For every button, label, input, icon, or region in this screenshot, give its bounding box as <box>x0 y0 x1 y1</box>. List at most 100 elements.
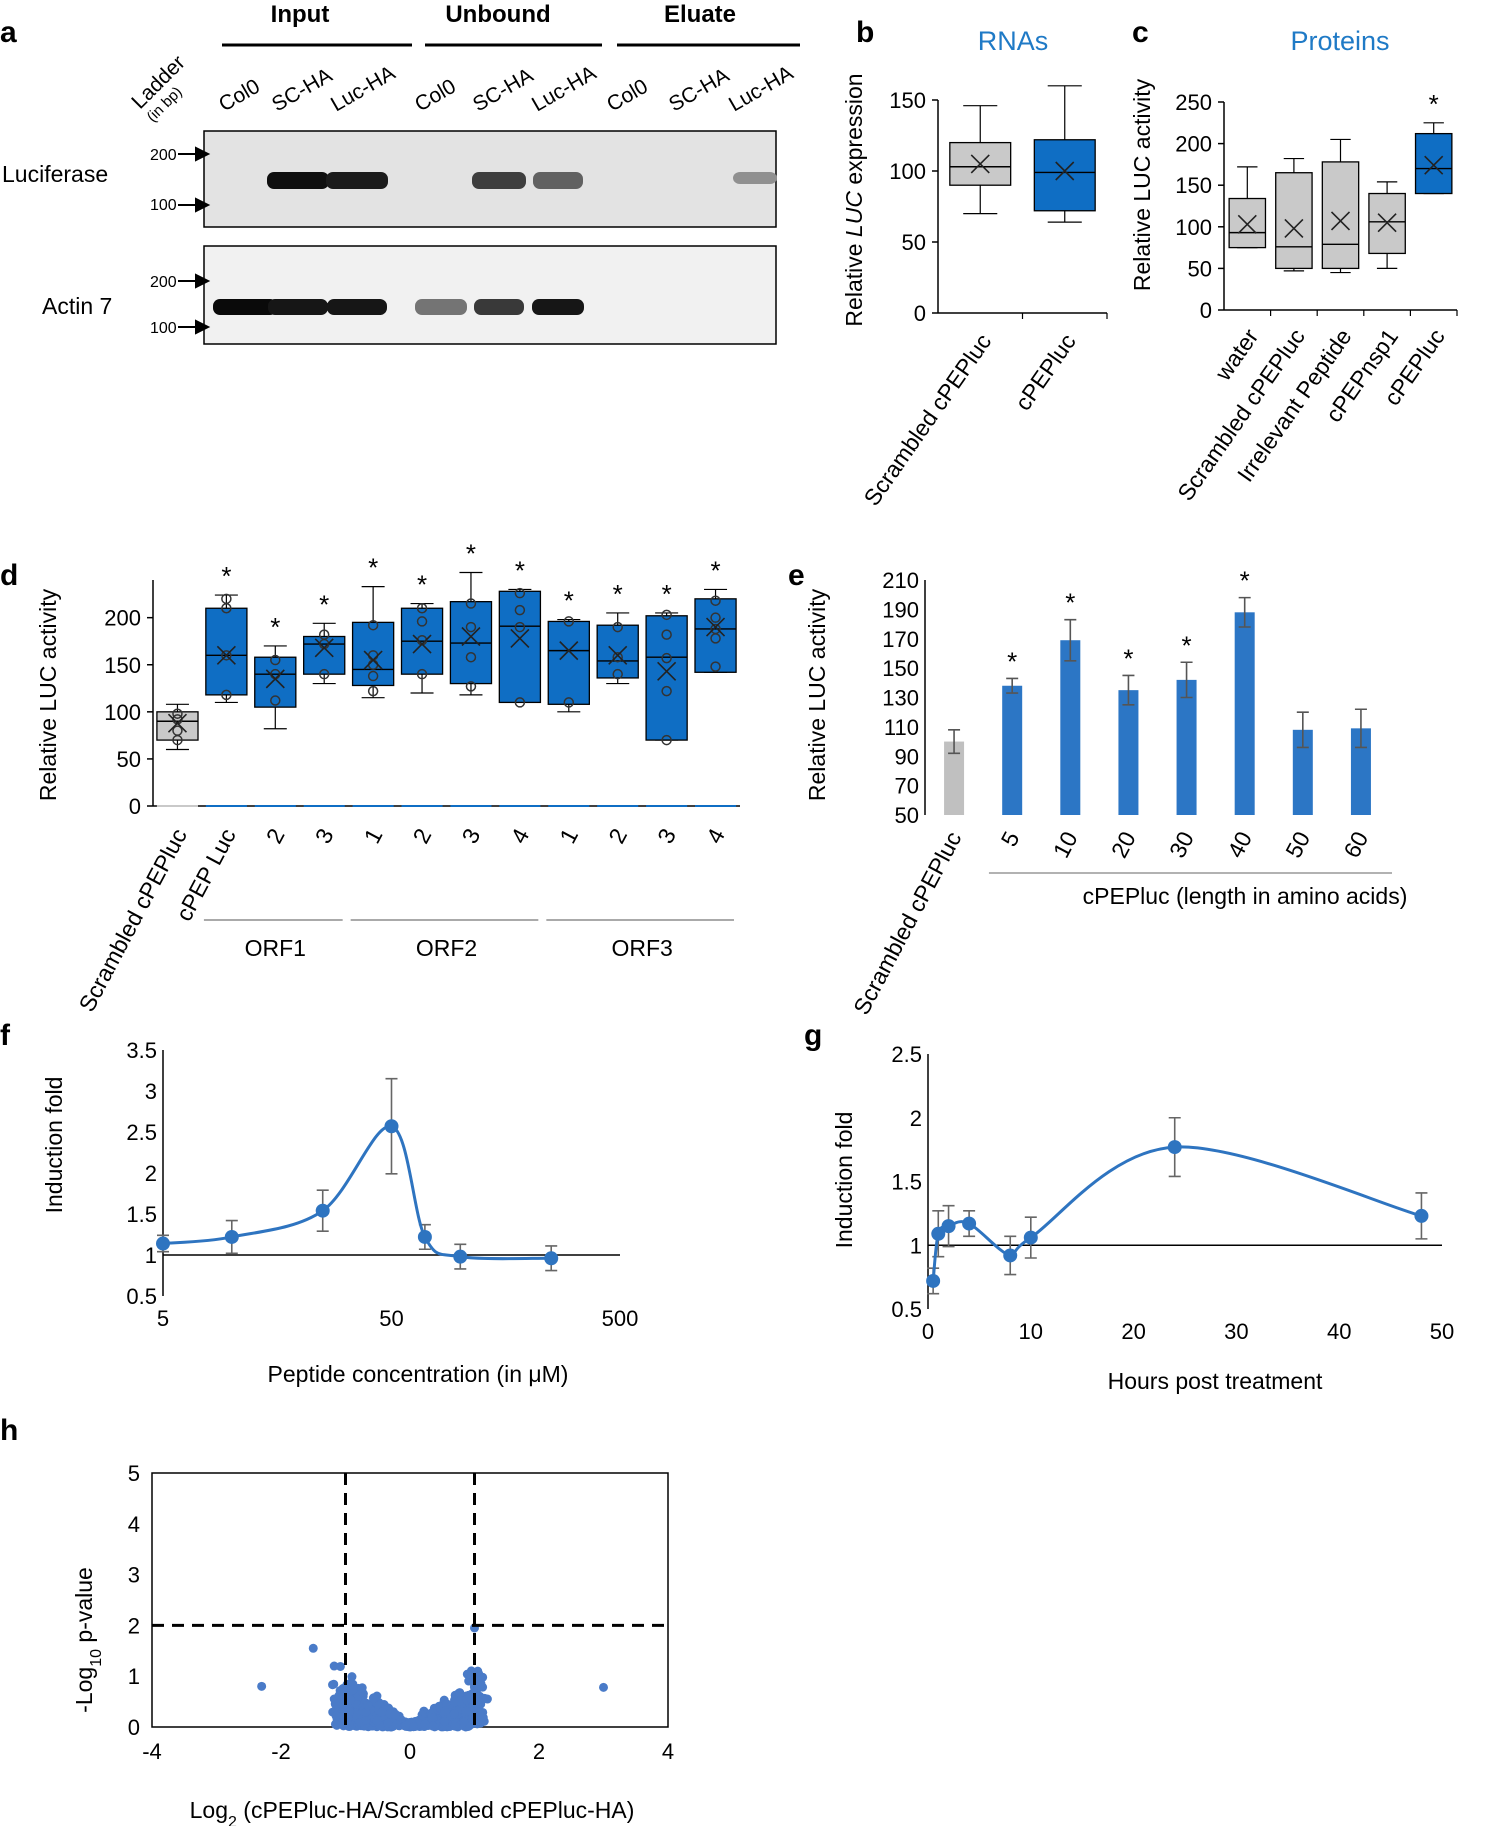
y-tick-label: 50 <box>117 747 141 772</box>
data-point <box>357 1683 367 1693</box>
box-body <box>254 656 297 708</box>
actin-band <box>268 299 328 315</box>
box-4: * <box>351 553 395 807</box>
data-point <box>417 1229 432 1244</box>
y-tick-label: 3 <box>128 1563 140 1588</box>
error-bar <box>1006 677 1019 694</box>
data-point <box>482 1694 492 1704</box>
box-0 <box>949 105 1012 215</box>
data-point <box>372 1716 382 1726</box>
box-4: * <box>1414 89 1453 195</box>
panel-label-a: a <box>0 16 17 49</box>
y-tick-label: 50 <box>902 230 926 255</box>
chart-title: Proteins <box>1290 26 1389 56</box>
section-eluate: Eluate <box>664 1 736 28</box>
data-point <box>926 1273 941 1288</box>
y-tick-label: 130 <box>882 686 919 711</box>
error-bar <box>1354 708 1367 749</box>
section-unbound: Unbound <box>445 1 550 28</box>
y-tick-label: 1 <box>145 1243 157 1268</box>
data-point <box>477 1712 487 1722</box>
data-point <box>224 1229 239 1244</box>
y-tick-label: 50 <box>895 803 919 828</box>
data-point <box>383 1718 393 1728</box>
box-mean-marker <box>1330 211 1351 231</box>
panel-label-e: e <box>788 559 805 592</box>
significance-star: * <box>417 570 427 600</box>
x-tick-label: 5 <box>996 827 1025 851</box>
y-tick-label: 100 <box>1175 215 1212 240</box>
box-mean-marker <box>970 154 990 174</box>
data-point <box>347 1672 357 1682</box>
x-axis-label: Peptide concentration (in μM) <box>268 1361 569 1387</box>
panel-label-d: d <box>0 559 18 592</box>
data-point <box>449 1709 459 1719</box>
significance-star: * <box>270 612 280 642</box>
panel-g-chart: g Induction fold Hours post treatment 0.… <box>804 1019 1454 1394</box>
data-point <box>931 1226 946 1241</box>
box-2 <box>1321 138 1360 274</box>
data-point <box>465 598 477 609</box>
bar <box>1350 728 1371 815</box>
data-point <box>335 1661 345 1671</box>
significance-star: * <box>613 579 623 609</box>
x-tick-label: 3 <box>310 824 339 848</box>
y-axis-label: Induction fold <box>831 1112 857 1249</box>
x-tick-label: 2 <box>533 1739 545 1764</box>
error-bar <box>1122 674 1135 706</box>
actin-band <box>327 299 387 315</box>
x-tick-label: Scrambled cPEPluc <box>848 827 966 1019</box>
plot-frame <box>151 1472 669 1728</box>
lane-label: SC-HA <box>469 64 537 117</box>
y-tick-label: 90 <box>895 744 919 769</box>
y-tick-label: 2 <box>910 1106 922 1131</box>
box-body <box>1275 172 1313 270</box>
data-point <box>465 1693 475 1703</box>
y-tick-label: 0.5 <box>891 1297 922 1322</box>
data-point <box>465 681 477 692</box>
y-axis-label: Relative LUC expression <box>841 73 867 326</box>
x-tick-label: 60 <box>1338 827 1373 862</box>
data-point <box>409 1722 419 1732</box>
x-tick-label: 50 <box>379 1306 403 1331</box>
x-tick-label: 10 <box>1019 1319 1043 1344</box>
x-tick-label: 4 <box>662 1739 674 1764</box>
data-point <box>476 1679 486 1689</box>
data-point <box>612 668 623 680</box>
data-point <box>661 685 672 697</box>
y-tick-label: 100 <box>104 700 141 725</box>
y-tick-label: 5 <box>128 1461 140 1486</box>
marker-200: 200 <box>150 147 177 164</box>
y-tick-label: 70 <box>895 774 919 799</box>
x-tick-label: 2 <box>261 824 290 848</box>
bar <box>1176 679 1197 815</box>
data-point <box>465 621 477 633</box>
lane-label: Luc-HA <box>725 61 797 116</box>
box-8: * <box>547 586 590 807</box>
box-3: * <box>303 589 346 807</box>
box-3 <box>1368 181 1406 269</box>
data-point <box>367 685 379 697</box>
y-tick-label: 200 <box>1175 132 1212 157</box>
y-tick-label: 0 <box>1200 298 1212 323</box>
luciferase-band <box>326 172 388 189</box>
data-point <box>221 689 232 701</box>
box-mean-marker <box>1237 214 1257 234</box>
data-point <box>1414 1208 1429 1223</box>
x-tick-label: 50 <box>1430 1319 1454 1344</box>
panel-label-b: b <box>856 16 874 49</box>
y-tick-label: 1 <box>128 1664 140 1689</box>
lane-label: Luc-HA <box>528 61 600 116</box>
y-tick-label: 2.5 <box>891 1042 922 1067</box>
panel-label-c: c <box>1132 16 1149 49</box>
x-tick-label: 50 <box>1280 827 1315 862</box>
box-mean-marker <box>1284 218 1304 239</box>
bar <box>944 741 965 815</box>
data-point <box>465 651 477 663</box>
y-tick-label: 250 <box>1175 90 1212 115</box>
data-point <box>427 1713 437 1723</box>
data-point <box>420 1719 430 1729</box>
data-point <box>384 1119 399 1134</box>
box-2: * <box>254 612 297 807</box>
row-label-actin: Actin 7 <box>42 293 112 319</box>
